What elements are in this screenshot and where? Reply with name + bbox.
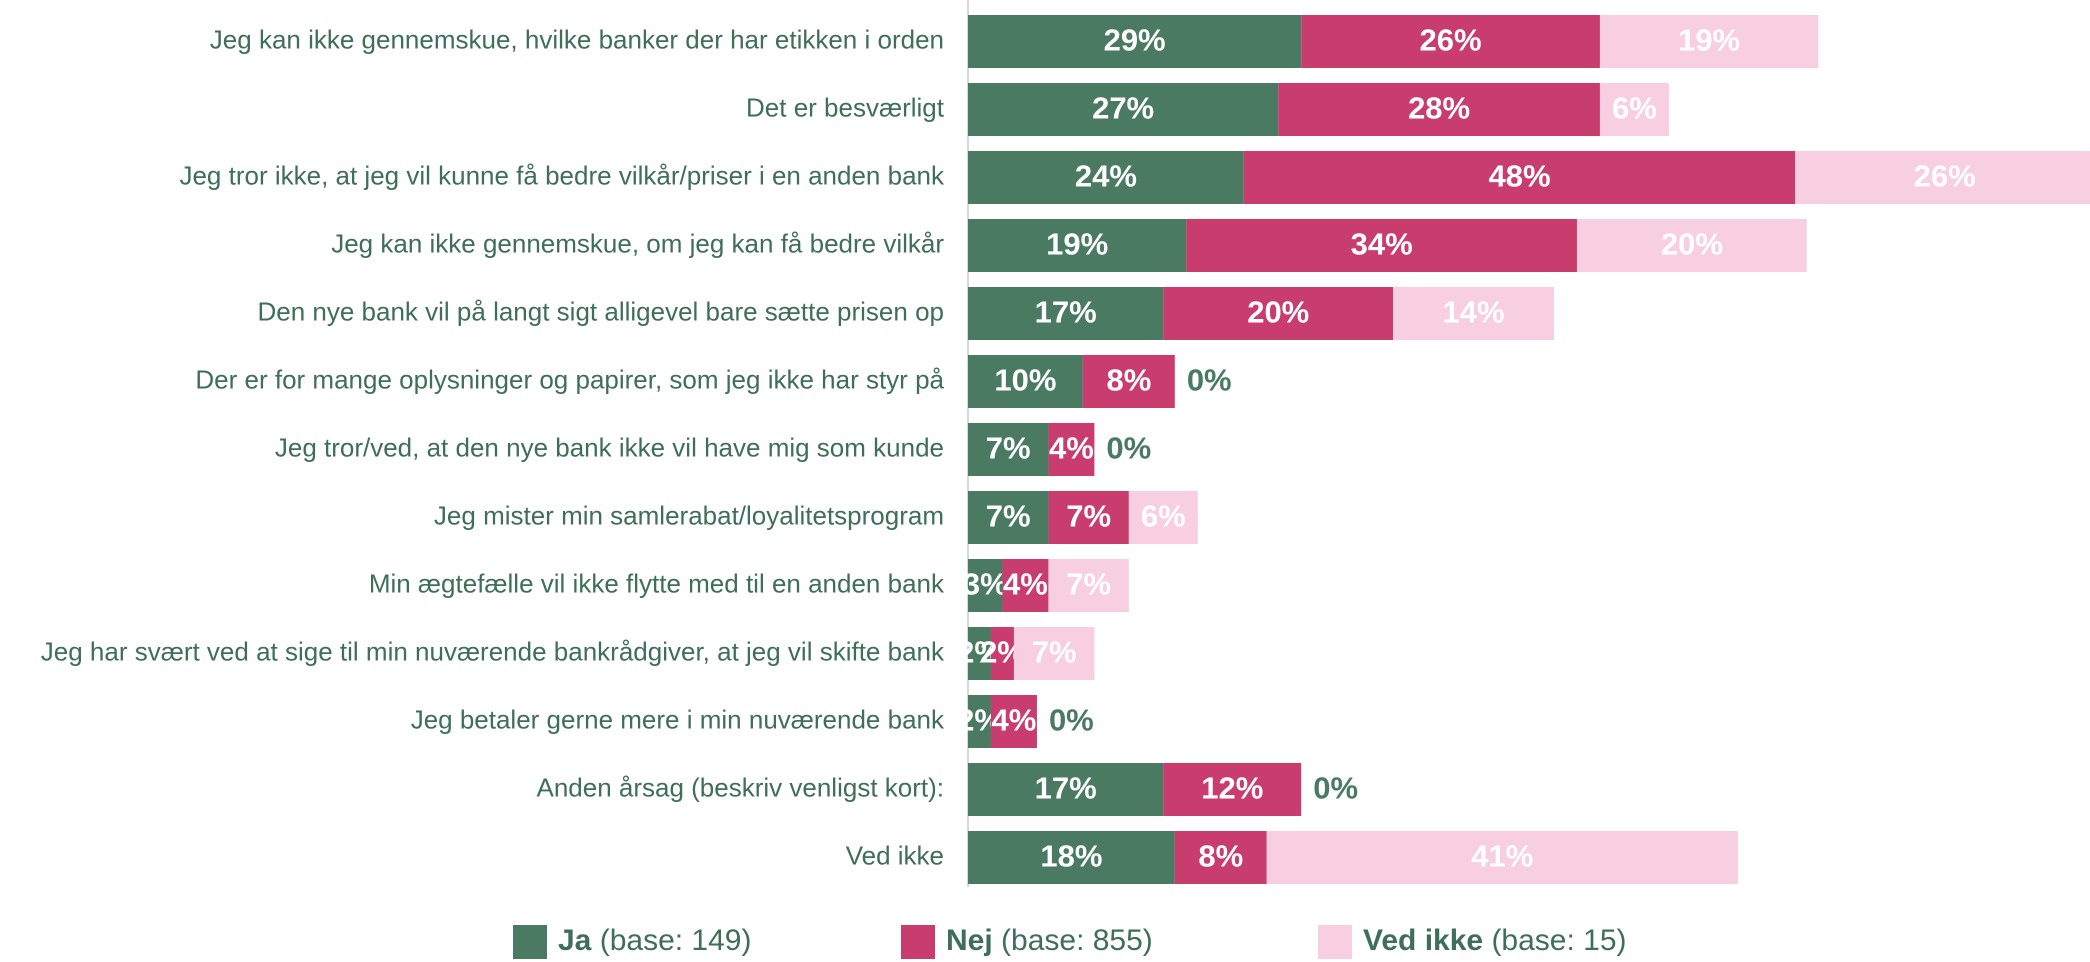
value-label: 8% — [1198, 839, 1243, 874]
value-label: 19% — [1046, 227, 1108, 262]
value-label: 19% — [1678, 23, 1740, 58]
value-label: 7% — [986, 431, 1031, 466]
bar-segment — [1128, 491, 1198, 544]
value-label: 6% — [1612, 91, 1657, 126]
value-label: 17% — [1035, 295, 1097, 330]
bar-segment — [1266, 831, 1738, 884]
bar-segment — [990, 695, 1037, 748]
value-label: 7% — [1032, 635, 1077, 670]
bar-segment — [968, 695, 991, 748]
category-label: Min ægtefælle vil ikke flytte med til en… — [369, 568, 945, 598]
category-label: Jeg betaler gerne mere i min nuværende b… — [411, 704, 945, 734]
legend-entry: Nej (base: 855) — [946, 924, 1153, 957]
bar-segment — [968, 423, 1049, 476]
bar-segment — [1013, 627, 1095, 680]
category-label: Det er besværligt — [746, 92, 945, 122]
value-label: 28% — [1408, 91, 1470, 126]
bar-segment — [968, 355, 1083, 408]
bar-segment — [1163, 763, 1302, 816]
value-label: 7% — [1066, 567, 1111, 602]
bar-segment — [990, 627, 1014, 680]
bar-segment — [1393, 287, 1554, 340]
value-label: 6% — [1141, 499, 1186, 534]
bar-segment — [1002, 559, 1049, 612]
bar-segment — [1082, 355, 1175, 408]
bar-segment — [968, 491, 1049, 544]
value-label: 10% — [994, 363, 1056, 398]
bar-segment — [968, 763, 1164, 816]
bar-segment — [968, 559, 1003, 612]
bar-segment — [968, 151, 1244, 204]
bar-segment — [968, 831, 1175, 884]
category-label: Der er for mange oplysninger og papirer,… — [195, 364, 944, 394]
category-label: Jeg mister min samlerabat/loyalitetsprog… — [434, 500, 944, 530]
bar-segment — [1174, 831, 1267, 884]
category-label: Anden årsag (beskriv venligst kort): — [536, 772, 944, 802]
bar-segment — [1048, 559, 1129, 612]
bar-segment — [968, 219, 1187, 272]
value-label: 20% — [1661, 227, 1723, 262]
value-label: 0% — [1313, 771, 1358, 806]
legend-note: (base: 149) — [600, 924, 752, 957]
value-label: 4% — [1049, 431, 1094, 466]
legend-note: (base: 855) — [1001, 924, 1153, 957]
value-label: 0% — [1106, 431, 1151, 466]
value-label: 0% — [1049, 703, 1094, 738]
value-label: 24% — [1075, 159, 1137, 194]
value-label: 27% — [1092, 91, 1154, 126]
value-label: 7% — [986, 499, 1031, 534]
value-label: 34% — [1351, 227, 1413, 262]
bar-segment — [968, 15, 1302, 68]
legend-swatch — [513, 925, 547, 959]
value-label: 8% — [1106, 363, 1151, 398]
value-label: 7% — [1066, 499, 1111, 534]
bar-segment — [1795, 151, 2090, 204]
value-label: 4% — [992, 703, 1037, 738]
legend-entry: Ja (base: 149) — [558, 924, 751, 957]
value-label: 17% — [1035, 771, 1097, 806]
value-label: 3% — [963, 567, 1008, 602]
bar-segment — [1163, 287, 1394, 340]
value-label: 48% — [1488, 159, 1550, 194]
category-label: Jeg kan ikke gennemskue, om jeg kan få b… — [331, 228, 944, 258]
value-label: 14% — [1443, 295, 1505, 330]
bar-segment — [1048, 423, 1095, 476]
legend-note: (base: 15) — [1491, 924, 1626, 957]
legend-swatch — [1318, 925, 1352, 959]
bar-segment — [1278, 83, 1600, 136]
bar-segment — [968, 83, 1279, 136]
value-label: 12% — [1201, 771, 1263, 806]
category-label: Jeg tror/ved, at den nye bank ikke vil h… — [275, 432, 944, 462]
category-label: Den nye bank vil på langt sigt alligevel… — [257, 296, 944, 326]
legend-entry: Ved ikke (base: 15) — [1363, 924, 1627, 957]
bar-segment — [1048, 491, 1129, 544]
value-label: 4% — [1003, 567, 1048, 602]
bar-segment — [1576, 219, 1807, 272]
value-label: 0% — [1187, 363, 1232, 398]
category-label: Jeg kan ikke gennemskue, hvilke banker d… — [210, 24, 944, 54]
value-label: 18% — [1040, 839, 1102, 874]
bar-segment — [1301, 15, 1600, 68]
bar-segment — [1599, 83, 1669, 136]
legend-name: Ja — [558, 924, 592, 957]
value-label: 29% — [1104, 23, 1166, 58]
bar-segment — [968, 627, 991, 680]
value-label: 26% — [1914, 159, 1976, 194]
value-label: 20% — [1247, 295, 1309, 330]
category-label: Jeg tror ikke, at jeg vil kunne få bedre… — [179, 160, 945, 190]
category-label: Ved ikke — [846, 840, 944, 870]
legend-swatch — [901, 925, 935, 959]
bar-segment — [1186, 219, 1577, 272]
bar-segment — [1243, 151, 1796, 204]
category-label: Jeg har svært ved at sige til min nuvære… — [41, 636, 945, 666]
bar-segment — [968, 287, 1164, 340]
bar-segment — [1599, 15, 1819, 68]
value-label: 41% — [1471, 839, 1533, 874]
legend-name: Nej — [946, 924, 993, 957]
value-label: 26% — [1420, 23, 1482, 58]
legend-name: Ved ikke — [1363, 924, 1483, 957]
